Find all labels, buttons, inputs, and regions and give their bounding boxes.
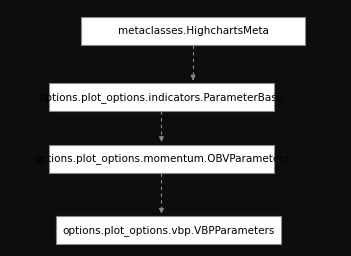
Text: options.plot_options.momentum.OBVParameters: options.plot_options.momentum.OBVParamet… <box>34 153 289 164</box>
FancyBboxPatch shape <box>49 83 274 111</box>
Text: options.plot_options.indicators.ParameterBase: options.plot_options.indicators.Paramete… <box>39 92 284 103</box>
Text: options.plot_options.vbp.VBPParameters: options.plot_options.vbp.VBPParameters <box>62 225 275 236</box>
Text: metaclasses.HighchartsMeta: metaclasses.HighchartsMeta <box>118 26 269 36</box>
FancyBboxPatch shape <box>56 216 281 244</box>
FancyBboxPatch shape <box>81 17 305 45</box>
FancyBboxPatch shape <box>49 145 274 173</box>
